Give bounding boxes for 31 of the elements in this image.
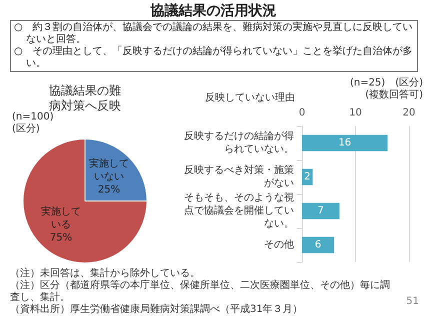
text: 協議結果の活用状況: [150, 2, 278, 20]
text: ○ その理由として、「反映するだけの結論が得られていない」ことを挙げた自治体が多い。: [14, 46, 414, 70]
y-tick-label: 反映するべき対策・施策がない: [184, 164, 294, 189]
y-tick-label: 反映するだけの結論が得られていない。: [184, 130, 294, 155]
chart-title: 協議結果の難病対策へ反映: [49, 84, 121, 112]
bar: [302, 202, 340, 220]
data-label: 7: [318, 206, 324, 216]
y-tick-label: その他: [264, 238, 294, 250]
text: (n=100): [12, 112, 54, 122]
text: （注）区分（都道府県等の本庁単位、保健所単位、二次医療圏単位、その他）毎に調査し、集計。: [10, 280, 390, 304]
data-label: 25%: [98, 184, 120, 196]
x-tick-label: 10: [349, 108, 362, 118]
slice-label: 実施している: [40, 206, 81, 231]
text: (複数回答可): [365, 88, 424, 100]
text: (区分): [12, 122, 40, 134]
chart-title: 反映していない理由: [205, 92, 295, 104]
bar: [302, 134, 388, 152]
data-label: 6: [314, 240, 322, 250]
text: （注）未回答は、集計から除外している。: [10, 268, 201, 280]
slice-label: 実施していない: [89, 157, 130, 182]
bar: [302, 236, 334, 254]
data-label: 16: [338, 138, 352, 148]
x-tick-label: 20: [402, 108, 416, 118]
x-tick-label: 0: [298, 108, 306, 118]
text: (n=25) (区分): [350, 76, 424, 88]
y-tick-label: そもそも、そのような視点で協議会を開催していない。: [184, 192, 294, 230]
text: ○ 約３割の自治体が、協議会での議論の結果を、難病対策の実施や見直しに反映していないと回答。: [14, 22, 414, 46]
text: 51: [406, 296, 419, 307]
data-label: 75%: [50, 232, 72, 244]
text: （資料出所）厚生労働省健康局難病対策課調べ（平成31年３月）: [10, 304, 304, 316]
data-label: 2: [304, 172, 311, 182]
